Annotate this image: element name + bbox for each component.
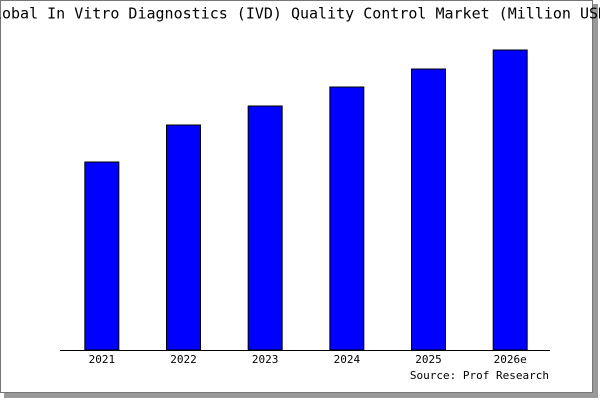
bar <box>411 68 446 351</box>
source-note: Source: Prof Research <box>410 369 549 382</box>
bar <box>329 86 365 351</box>
plot-area <box>60 48 550 350</box>
bar <box>84 161 120 351</box>
x-tick-label: 2024 <box>334 353 361 366</box>
chart-title: Global In Vitro Diagnostics (IVD) Qualit… <box>0 5 600 23</box>
bar <box>166 124 201 351</box>
x-tick-label: 2026e <box>494 353 527 366</box>
x-tick-label: 2025 <box>415 353 442 366</box>
x-tick-label: 2023 <box>252 353 279 366</box>
bar <box>492 49 528 351</box>
x-tick-label: 2022 <box>170 353 197 366</box>
x-tick-label: 2021 <box>89 353 116 366</box>
bar <box>247 105 283 351</box>
